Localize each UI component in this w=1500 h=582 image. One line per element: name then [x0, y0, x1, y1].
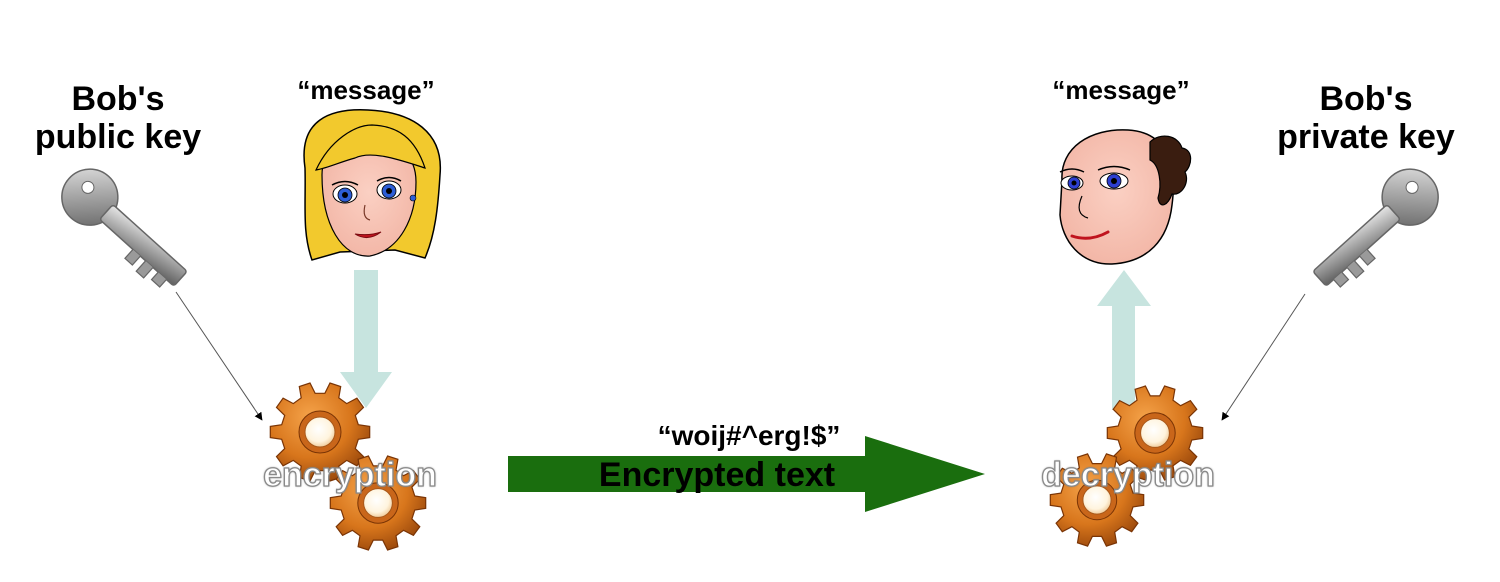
- bob-face-icon: [1059, 129, 1192, 265]
- receiver-key-label: Bob's private key: [1236, 80, 1496, 156]
- public-key-icon: [61, 168, 187, 288]
- private-key-connector: [1221, 293, 1306, 421]
- message-up-arrow: [1097, 270, 1151, 410]
- sender-key-label-line1: Bob's: [71, 80, 165, 118]
- sender-message-label: “message”: [297, 75, 435, 105]
- gear-group: [269, 382, 1204, 551]
- sender-key-label: Bob's public key: [0, 80, 248, 156]
- receiver-key-label-line1: Bob's: [1319, 80, 1413, 118]
- encryption-label: encryption: [262, 455, 437, 494]
- ciphertext-label: “woij#^erg!$”: [657, 420, 841, 451]
- gear-icon: [269, 382, 371, 482]
- encrypted-text-label: Encrypted text: [598, 456, 836, 494]
- decryption-label: decryption: [1040, 455, 1215, 494]
- public-key-connector: [175, 291, 263, 421]
- gear-icon: [329, 455, 427, 551]
- message-down-arrow: [340, 270, 392, 408]
- gear-icon: [1049, 453, 1145, 547]
- receiver-message-label: “message”: [1052, 75, 1190, 105]
- encrypted-text-arrow: [508, 436, 985, 512]
- receiver-key-label-line2: private key: [1277, 118, 1455, 157]
- gear-icon: [1106, 385, 1204, 481]
- sender-key-label-line2: public key: [34, 118, 202, 157]
- private-key-icon: [1313, 168, 1439, 288]
- alice-face-icon: [303, 109, 442, 261]
